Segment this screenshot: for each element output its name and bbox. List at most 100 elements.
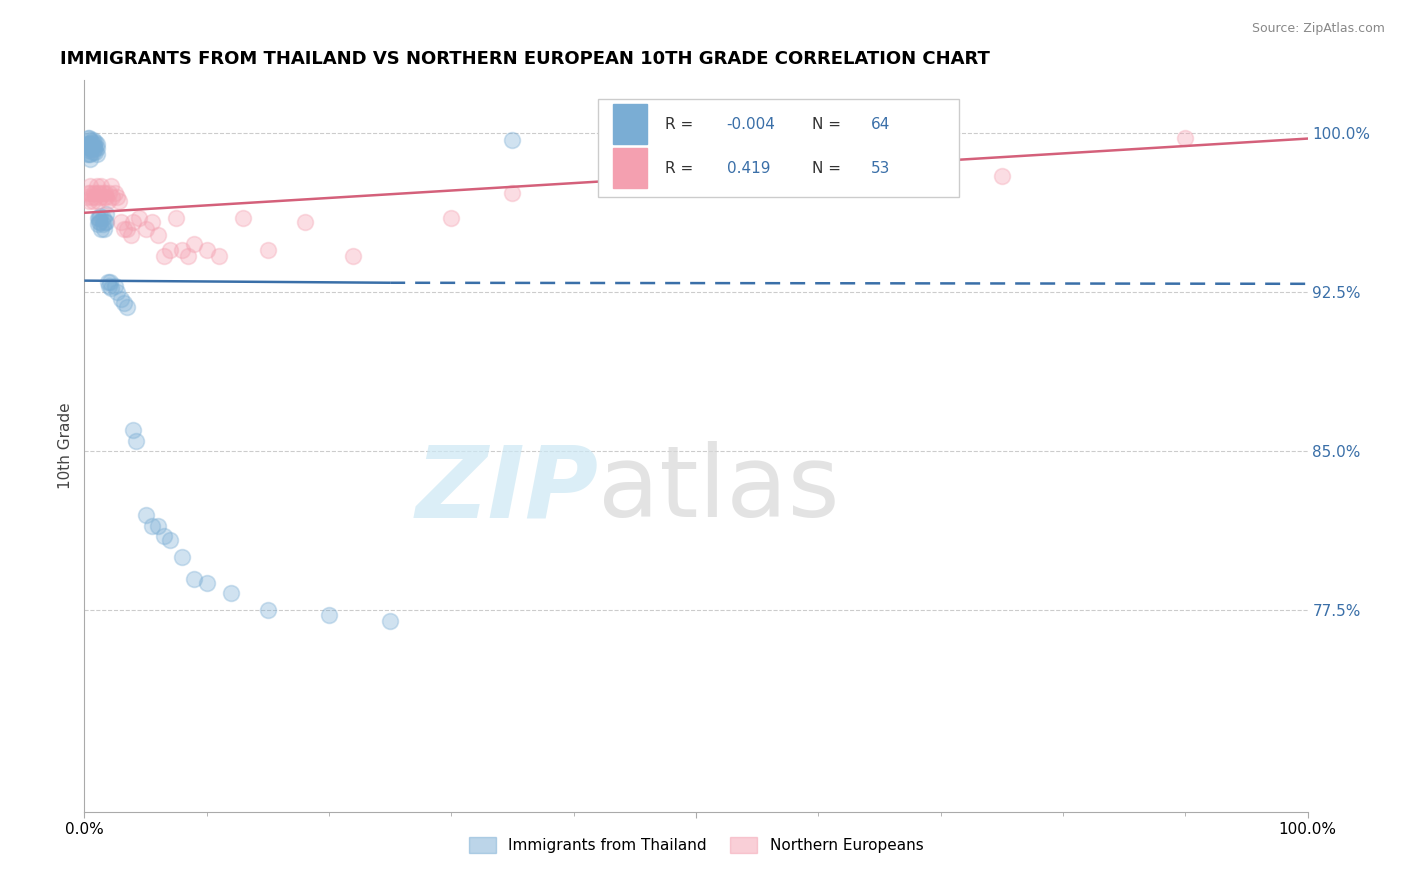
Point: [110, 215, 132, 229]
Point: [79, 147, 101, 161]
Text: R =: R =: [665, 161, 699, 176]
Point: [80, 135, 103, 149]
Point: [172, 550, 194, 565]
Point: [146, 228, 169, 243]
Point: [294, 215, 316, 229]
Point: [122, 215, 145, 229]
Text: N =: N =: [813, 117, 846, 132]
Point: [77, 186, 100, 200]
Point: [76, 136, 98, 151]
Point: [104, 279, 127, 293]
Point: [112, 221, 135, 235]
Point: [86, 179, 108, 194]
Point: [232, 211, 254, 225]
Point: [97, 279, 120, 293]
Point: [97, 275, 120, 289]
Point: [96, 207, 118, 221]
Point: [146, 518, 169, 533]
Point: [98, 275, 121, 289]
Text: atlas: atlas: [598, 442, 839, 539]
Point: [183, 236, 205, 251]
Point: [104, 186, 127, 200]
Point: [84, 145, 107, 160]
Point: [318, 607, 340, 622]
Point: [94, 186, 117, 200]
Point: [79, 186, 101, 200]
Point: [101, 190, 124, 204]
Point: [122, 423, 145, 437]
Point: [86, 147, 108, 161]
Text: IMMIGRANTS FROM THAILAND VS NORTHERN EUROPEAN 10TH GRADE CORRELATION CHART: IMMIGRANTS FROM THAILAND VS NORTHERN EUR…: [60, 50, 990, 68]
Point: [502, 133, 524, 147]
Point: [342, 249, 364, 263]
Point: [257, 603, 280, 617]
Point: [77, 130, 100, 145]
Point: [77, 141, 100, 155]
Point: [79, 152, 101, 166]
Point: [100, 281, 122, 295]
Point: [83, 186, 105, 200]
Text: 53: 53: [870, 161, 890, 176]
Point: [82, 133, 104, 147]
Point: [91, 211, 114, 225]
Point: [125, 434, 148, 448]
Point: [440, 211, 463, 225]
Point: [79, 141, 101, 155]
Point: [80, 190, 103, 204]
Point: [97, 194, 120, 208]
Point: [82, 139, 104, 153]
Point: [76, 147, 98, 161]
Point: [94, 215, 117, 229]
Point: [89, 215, 111, 229]
Point: [77, 147, 100, 161]
Point: [120, 228, 142, 243]
Point: [115, 221, 138, 235]
Point: [107, 194, 129, 208]
Text: ZIP: ZIP: [415, 442, 598, 539]
Point: [87, 218, 110, 232]
Text: -0.004: -0.004: [727, 117, 776, 132]
Text: Source: ZipAtlas.com: Source: ZipAtlas.com: [1251, 22, 1385, 36]
Point: [105, 285, 128, 300]
Point: [90, 221, 112, 235]
Point: [93, 221, 115, 235]
Point: [79, 179, 101, 194]
Point: [1174, 130, 1197, 145]
Point: [89, 190, 111, 204]
Point: [128, 211, 150, 225]
Point: [86, 141, 108, 155]
Point: [86, 186, 108, 200]
Point: [159, 243, 181, 257]
Point: [502, 186, 524, 200]
Point: [177, 249, 200, 263]
Point: [195, 575, 218, 590]
Point: [183, 572, 205, 586]
Point: [87, 186, 110, 200]
Text: N =: N =: [813, 161, 846, 176]
Point: [87, 194, 110, 208]
Point: [172, 243, 194, 257]
Point: [87, 211, 110, 225]
Point: [135, 221, 157, 235]
Point: [77, 136, 100, 151]
Point: [77, 143, 100, 157]
Point: [84, 135, 107, 149]
Point: [165, 211, 187, 225]
Point: [82, 145, 104, 160]
Point: [86, 136, 108, 151]
Point: [91, 218, 114, 232]
Point: [93, 190, 115, 204]
FancyBboxPatch shape: [613, 104, 647, 145]
Point: [83, 141, 105, 155]
Point: [105, 190, 128, 204]
Point: [991, 169, 1014, 183]
Point: [208, 249, 231, 263]
Point: [159, 533, 181, 548]
Point: [82, 194, 104, 208]
Legend: Immigrants from Thailand, Northern Europeans: Immigrants from Thailand, Northern Europ…: [463, 830, 929, 859]
FancyBboxPatch shape: [598, 99, 959, 197]
Text: R =: R =: [665, 117, 699, 132]
Point: [96, 190, 118, 204]
Text: 0.419: 0.419: [727, 161, 770, 176]
Point: [219, 586, 242, 600]
